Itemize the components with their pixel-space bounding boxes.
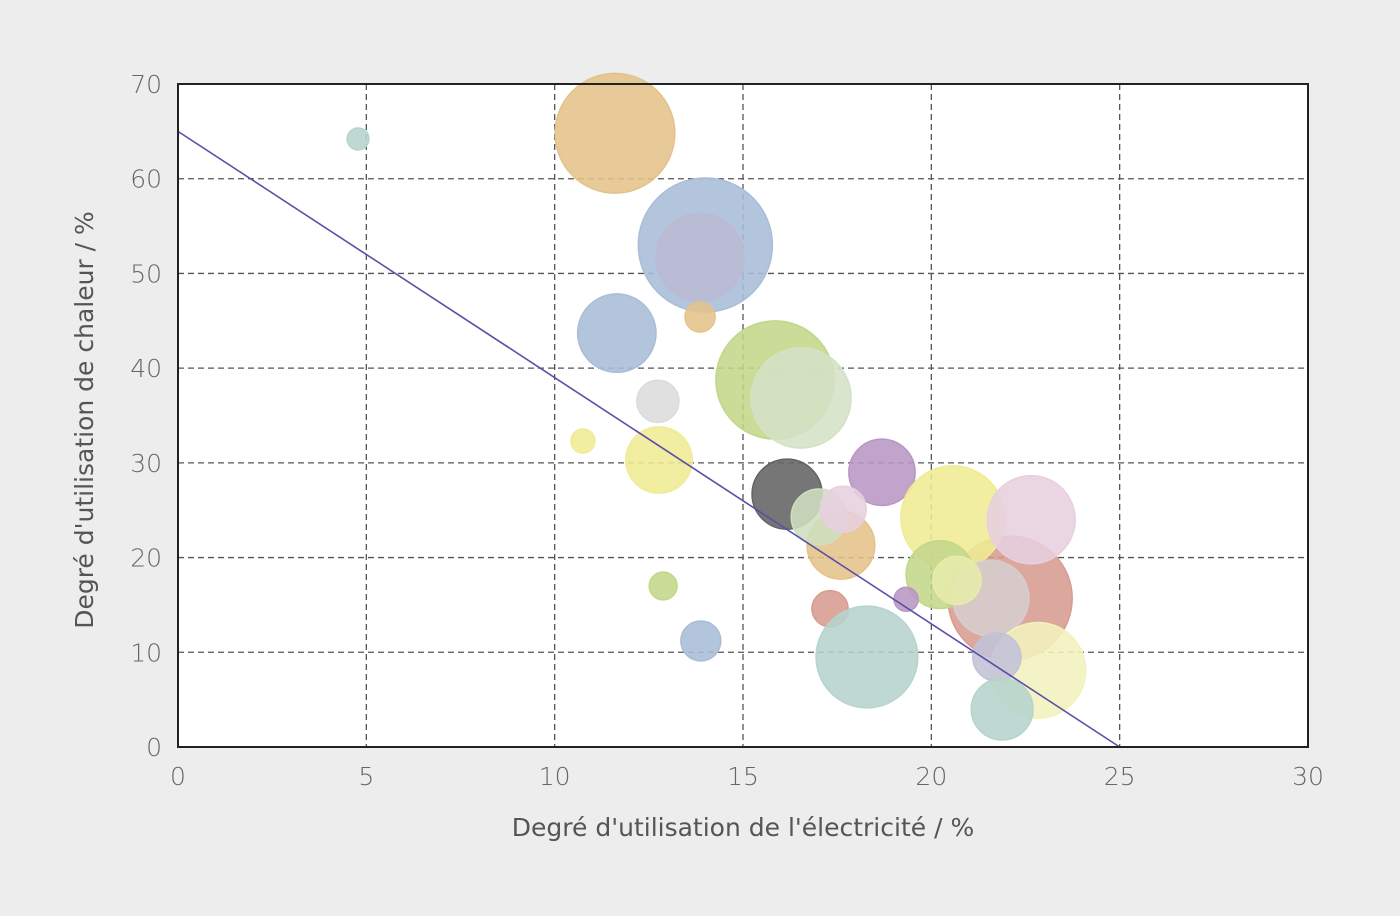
y-tick-label: 20 [130,544,162,573]
x-tick-label: 30 [1292,762,1324,791]
y-tick-label: 0 [146,733,162,762]
bubble [570,428,596,454]
y-tick-label: 70 [130,70,162,99]
bubble [750,347,852,449]
x-tick-label: 25 [1104,762,1136,791]
x-tick-label: 15 [727,762,759,791]
x-axis-ticks: 0 5 10 15 20 25 30 [170,762,1324,791]
bubble [932,555,982,606]
bubble [986,474,1076,565]
x-tick-label: 20 [915,762,947,791]
x-tick-label: 5 [358,762,374,791]
bubbles [346,72,1087,741]
trend-line [177,130,1121,748]
y-tick-label: 60 [130,165,162,194]
bubble [636,379,680,424]
x-axis-label: Degré d'utilisation de l'électricité / % [512,813,974,842]
y-axis-ticks: 0 10 20 30 40 50 60 70 [130,70,162,762]
bubble [970,677,1034,741]
bubble [819,485,867,533]
bubble [684,301,716,333]
bubble [848,438,916,507]
bubble [680,620,722,662]
bubble [346,127,370,151]
bubble [554,72,676,194]
y-tick-label: 10 [130,638,162,667]
plot-frame [177,83,1309,748]
y-axis-label: Degré d'utilisation de chaleur / % [70,211,99,629]
bubble [655,212,745,303]
y-tick-label: 30 [130,449,162,478]
bubble [815,605,919,709]
x-tick-label: 10 [539,762,571,791]
bubble [972,632,1022,682]
bubble [648,571,678,601]
x-tick-label: 0 [170,762,186,791]
bubble [625,426,693,494]
y-tick-label: 40 [130,354,162,383]
bubble [576,293,657,374]
y-tick-label: 50 [130,259,162,288]
